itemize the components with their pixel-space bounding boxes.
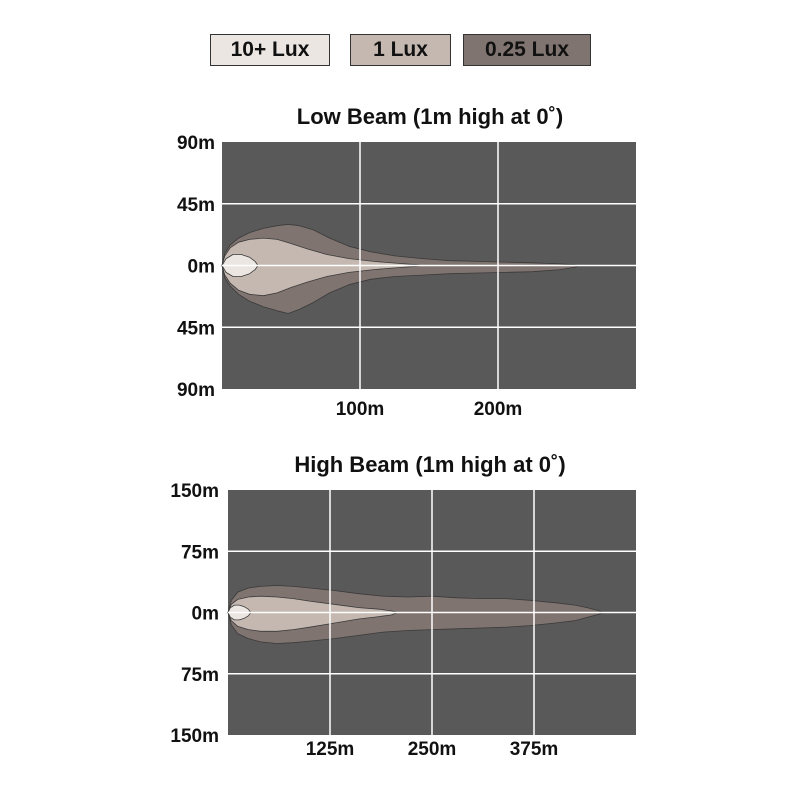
low-beam-y-tick-label: 90m xyxy=(177,133,215,154)
legend-item-025-lux: 0.25 Lux xyxy=(463,34,591,66)
high-beam-y-tick-label: 75m xyxy=(181,542,219,563)
high-beam-title: High Beam (1m high at 0˚) xyxy=(294,452,566,477)
high-beam-y-tick-label: 0m xyxy=(192,604,219,625)
legend-item-10-lux: 10+ Lux xyxy=(210,34,330,66)
legend-item-1-lux: 1 Lux xyxy=(350,34,451,66)
high-beam-y-tick-label: 150m xyxy=(170,481,219,502)
low-beam-y-tick-label: 45m xyxy=(177,195,215,216)
high-beam-y-tick-label: 75m xyxy=(181,665,219,686)
low-beam-y-tick-label: 45m xyxy=(177,318,215,339)
low-beam-title: Low Beam (1m high at 0˚) xyxy=(296,104,564,129)
high-beam-x-tick-label: 125m xyxy=(306,739,355,760)
high-beam-x-tick-label: 375m xyxy=(510,739,559,760)
high-beam-x-tick-label: 250m xyxy=(408,739,457,760)
low-beam-y-tick-label: 90m xyxy=(177,380,215,401)
low-beam-x-tick-label: 100m xyxy=(336,399,385,420)
low-beam-x-tick-label: 200m xyxy=(474,399,523,420)
high-beam-y-tick-label: 150m xyxy=(170,726,219,747)
low-beam-y-tick-label: 0m xyxy=(188,257,215,278)
